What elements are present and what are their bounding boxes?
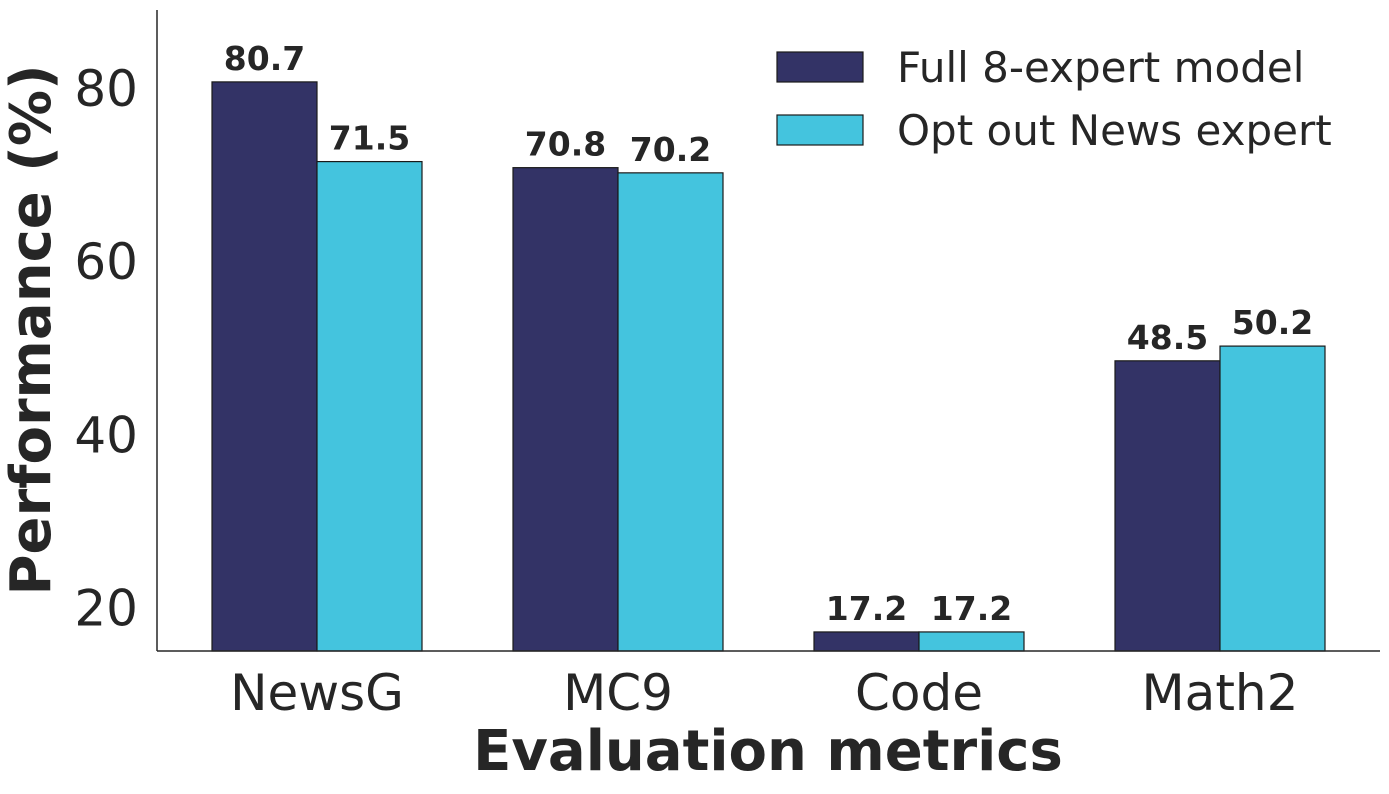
x-axis-title: Evaluation metrics	[473, 719, 1063, 784]
value-label-math2-series-1: 48.5	[1127, 318, 1208, 357]
value-label-mc9-series-1: 70.8	[525, 125, 606, 164]
x-tick-label-math2: Math2	[1142, 664, 1299, 722]
bars-layer	[211, 81, 1326, 652]
legend-label-opt-out: Opt out News expert	[897, 106, 1332, 155]
y-tick-label-20: 20	[74, 580, 138, 638]
bar-code-series-1	[813, 631, 920, 652]
bar-newsg-series-2	[316, 160, 423, 652]
y-tick-label-60: 60	[74, 233, 138, 291]
bar-math2-series-1	[1114, 360, 1221, 652]
x-tick-label-newsg: NewsG	[230, 664, 404, 722]
value-labels-layer: 80.7 71.5 70.8 70.2 17.2 17.2 48.5 50.2	[224, 39, 1313, 628]
value-label-math2-series-2: 50.2	[1232, 303, 1313, 342]
axes-layer	[156, 10, 1380, 652]
y-tick-label-80: 80	[74, 60, 138, 118]
y-tick-labels: 20 40 60 80	[74, 60, 138, 638]
x-tick-label-mc9: MC9	[563, 664, 673, 722]
value-label-code-series-2: 17.2	[931, 589, 1012, 628]
value-label-newsg-series-1: 80.7	[224, 39, 305, 78]
bar-newsg-series-1	[211, 81, 318, 652]
value-label-mc9-series-2: 70.2	[630, 130, 711, 169]
legend-swatch-full-model	[776, 51, 864, 83]
legend: Full 8-expert model Opt out News expert	[776, 43, 1332, 155]
legend-swatch-opt-out	[776, 114, 864, 146]
legend-label-full-model: Full 8-expert model	[897, 43, 1304, 92]
y-tick-label-40: 40	[74, 406, 138, 464]
bar-math2-series-2	[1219, 345, 1326, 652]
value-label-code-series-1: 17.2	[826, 589, 907, 628]
bar-code-series-2	[918, 631, 1025, 652]
bar-mc9-series-2	[617, 172, 724, 652]
x-tick-label-code: Code	[855, 664, 983, 722]
x-tick-labels: NewsG MC9 Code Math2	[230, 664, 1298, 722]
value-label-newsg-series-2: 71.5	[329, 119, 410, 158]
y-axis-title: Performance (%)	[0, 64, 64, 595]
bar-mc9-series-1	[512, 167, 619, 652]
